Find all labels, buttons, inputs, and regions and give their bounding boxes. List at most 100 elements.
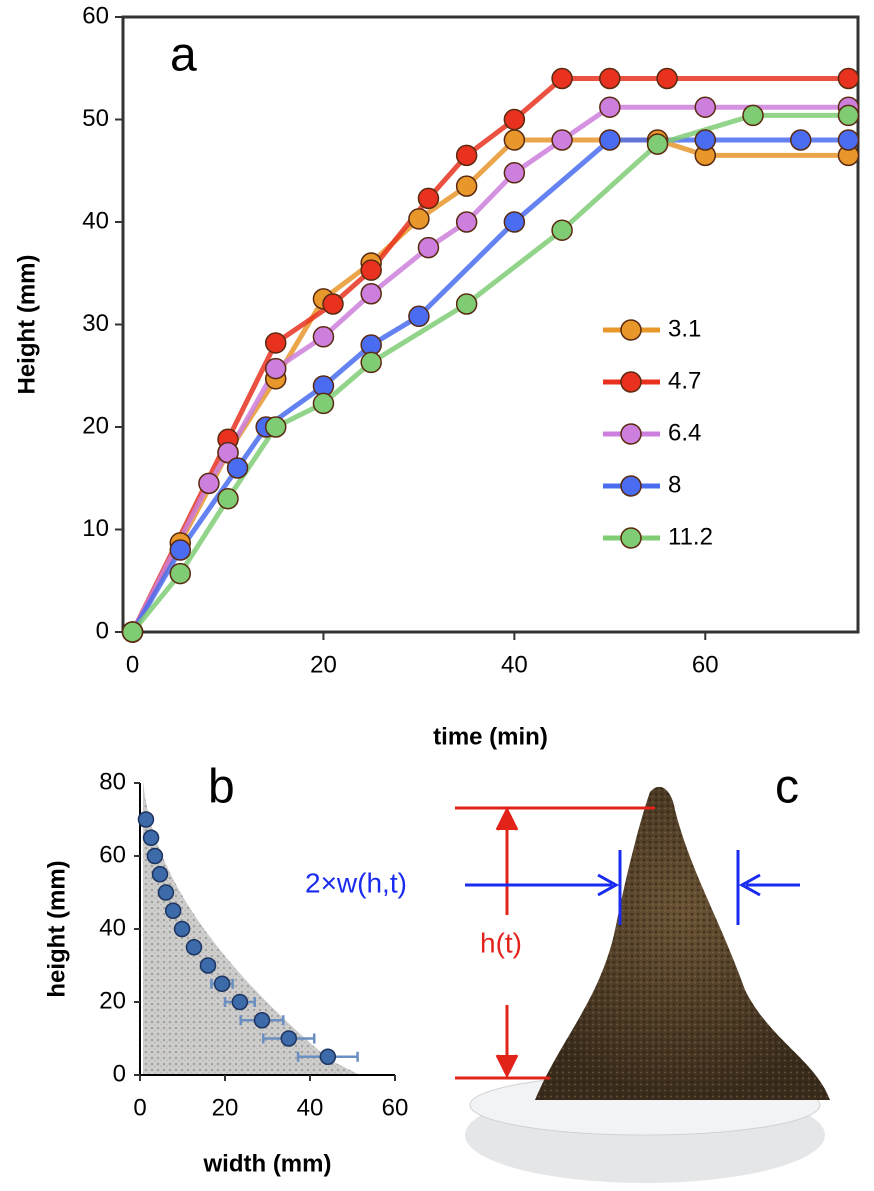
data-point: [503, 108, 526, 131]
data-point: [837, 67, 860, 90]
data-point: [551, 219, 573, 241]
data-point: [455, 144, 478, 167]
data-point: [264, 357, 287, 380]
data-point: [837, 129, 860, 151]
data-point: [551, 129, 573, 151]
x-axis-label: width (mm): [203, 1150, 332, 1177]
data-point: [417, 187, 440, 210]
data-point: [169, 562, 192, 585]
legend-label: 8: [668, 471, 681, 498]
data-point: [169, 539, 192, 561]
y-tick-label: 60: [99, 841, 126, 868]
data-point: [264, 416, 287, 438]
ant-texture: [535, 786, 830, 1100]
y-tick-label: 10: [82, 515, 109, 542]
data-point: [137, 811, 155, 828]
y-axis-label: Height (mm): [13, 255, 40, 395]
y-tick-label: 80: [99, 768, 126, 795]
legend-label: 4.7: [668, 367, 701, 394]
x-tick-label: 0: [133, 1094, 146, 1121]
data-point: [455, 211, 478, 233]
legend-label: 11.2: [668, 523, 713, 550]
legend-marker: [620, 423, 642, 445]
data-point: [599, 96, 621, 118]
y-tick-label: 20: [99, 987, 126, 1014]
height-label: h(t): [480, 927, 522, 958]
data-point: [157, 884, 175, 901]
series-line: [130, 112, 849, 634]
data-point: [280, 1030, 297, 1047]
data-point: [198, 472, 220, 495]
data-point: [151, 866, 169, 883]
legend-label: 6.4: [668, 419, 701, 446]
data-point: [185, 939, 203, 956]
panel-label: b: [208, 761, 235, 814]
x-tick-label: 40: [297, 1094, 324, 1121]
data-point: [694, 129, 717, 151]
x-tick-label: 40: [501, 651, 528, 678]
data-point: [253, 1012, 271, 1029]
data-point: [312, 392, 335, 415]
data-point: [742, 104, 764, 127]
data-point: [164, 902, 182, 919]
background-texture: [143, 780, 360, 1075]
data-point: [455, 293, 478, 315]
data-point: [646, 133, 669, 155]
data-point: [312, 326, 335, 348]
y-tick-label: 50: [82, 105, 109, 132]
data-point: [360, 351, 382, 374]
data-point: [142, 829, 160, 846]
y-tick-label: 0: [96, 617, 109, 644]
data-point: [213, 975, 231, 992]
legend-marker: [620, 319, 642, 341]
legend-marker: [620, 371, 642, 393]
y-tick-label: 40: [82, 207, 109, 234]
data-point: [455, 175, 478, 197]
data-point: [226, 457, 249, 479]
data-point: [360, 283, 382, 305]
data-point: [408, 305, 430, 328]
x-tick-label: 20: [310, 651, 337, 678]
width-label: 2×w(h,t): [305, 867, 407, 898]
data-point: [503, 211, 526, 233]
x-tick-label: 20: [212, 1094, 239, 1121]
panel-label: c: [775, 761, 799, 814]
data-point: [694, 96, 717, 118]
data-point: [173, 920, 191, 938]
x-tick-label: 60: [382, 1094, 409, 1121]
data-point: [121, 621, 144, 643]
data-point: [417, 236, 440, 259]
width-marker: [465, 850, 800, 925]
panel-label: a: [170, 29, 197, 82]
data-point: [408, 208, 430, 230]
data-point: [599, 129, 621, 151]
y-tick-label: 40: [99, 914, 126, 941]
data-point: [146, 847, 164, 865]
y-tick-label: 60: [82, 2, 109, 29]
data-point: [217, 488, 239, 510]
data-point: [319, 1048, 337, 1065]
data-point: [264, 332, 287, 354]
data-point: [322, 293, 344, 315]
data-point: [503, 162, 526, 184]
data-point: [217, 441, 239, 464]
legend-label: 3.1: [668, 315, 701, 342]
data-point: [503, 129, 526, 151]
data-point: [199, 957, 217, 974]
data-point: [656, 67, 678, 90]
y-tick-label: 0: [113, 1060, 126, 1087]
data-point: [360, 259, 382, 281]
series-line: [130, 104, 849, 634]
x-tick-label: 60: [692, 651, 719, 678]
data-point: [599, 67, 621, 90]
y-axis-label: height (mm): [43, 860, 70, 997]
data-point: [551, 67, 573, 90]
y-tick-label: 30: [82, 310, 109, 337]
series-line: [130, 137, 849, 634]
x-axis-label: time (min): [433, 723, 548, 750]
x-tick-label: 0: [126, 651, 139, 678]
legend-marker: [620, 527, 642, 549]
data-point: [231, 993, 249, 1011]
legend-marker: [620, 475, 642, 497]
